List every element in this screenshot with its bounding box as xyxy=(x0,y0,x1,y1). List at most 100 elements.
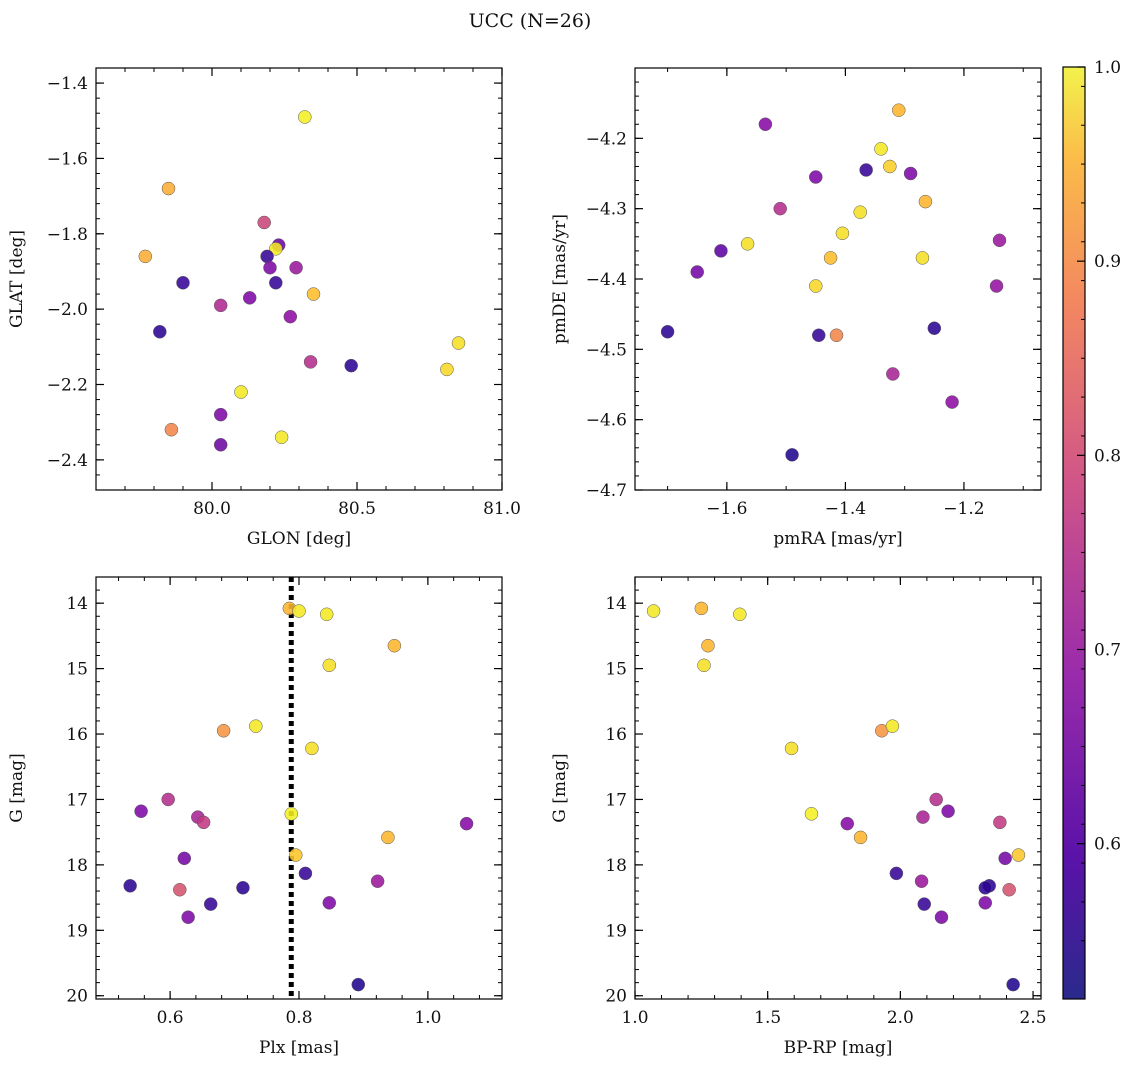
scatter-point xyxy=(989,279,1004,293)
scatter-point xyxy=(809,279,823,293)
scatter-point xyxy=(804,807,819,821)
scatter-point xyxy=(344,358,358,373)
scatter-point xyxy=(978,881,993,895)
scatter-point xyxy=(134,804,148,818)
scatter-point xyxy=(758,117,773,132)
scatter-point xyxy=(298,866,313,881)
scatter-point xyxy=(387,638,402,653)
scatter-panel-3: 0.6 0.8 1.0 14 15 16 17 18 19 20 Plx [mas] G [mag] xyxy=(7,576,503,1058)
scatter-point xyxy=(915,251,930,265)
scatter-point xyxy=(213,298,228,313)
y-tick-label: −4.2 xyxy=(586,129,627,149)
y-tick-label: 18 xyxy=(66,856,88,876)
scatter-point xyxy=(853,830,868,845)
scatter-point xyxy=(451,336,466,350)
scatter-point xyxy=(660,325,675,339)
y-axis-label: GLAT [deg] xyxy=(7,230,27,328)
scatter-point xyxy=(773,201,787,216)
y-tick-label: 16 xyxy=(66,725,88,745)
scatter-point xyxy=(903,166,918,181)
x-axis-label: GLON [deg] xyxy=(247,529,351,549)
axes-frame xyxy=(95,576,503,1000)
y-tick-label: −2.4 xyxy=(47,451,88,471)
scatter-panel-2: −1.6 −1.4 −1.2 −4.2 −4.3 −4.4 −4.5 −4.6 −4.7 pmRA… xyxy=(550,67,1042,549)
scatter-point xyxy=(322,896,337,910)
scatter-panel-1: 80.0 80.5 81.0 −1.4 −1.6 −1.8 −2.0 −2.2 −2.4 GLON… xyxy=(7,67,521,549)
y-tick-label: −1.6 xyxy=(47,149,88,169)
scatter-point xyxy=(213,407,228,422)
scatter-point xyxy=(1006,977,1020,992)
axes-frame xyxy=(95,67,503,491)
y-tick-label: −4.5 xyxy=(586,340,627,360)
x-axis-label: BP-RP [mag] xyxy=(784,1038,893,1058)
y-tick-label: −2.2 xyxy=(47,376,88,396)
y-tick-label: 19 xyxy=(66,921,88,941)
y-tick-label: 17 xyxy=(66,790,88,810)
scatter-point xyxy=(305,741,319,756)
scatter-point xyxy=(941,804,955,818)
axes-frame xyxy=(634,67,1042,491)
scatter-point xyxy=(714,244,728,258)
scatter-point xyxy=(701,638,715,653)
scatter-point xyxy=(234,385,248,399)
scatter-point xyxy=(319,607,334,622)
scatter-point xyxy=(874,142,888,156)
y-tick-label: 15 xyxy=(605,660,627,680)
scatter-point xyxy=(859,163,873,177)
x-tick-label: −1.6 xyxy=(706,499,747,519)
scatter-point xyxy=(322,658,337,673)
y-tick-label: 20 xyxy=(66,987,88,1007)
scatter-point xyxy=(216,724,231,738)
scatter-point xyxy=(164,422,179,437)
scatter-point xyxy=(978,896,993,910)
scatter-point xyxy=(809,170,823,184)
scatter-point xyxy=(242,291,257,305)
colorbar-tick-label: 0.7 xyxy=(1094,641,1121,661)
x-tick-label: 2.5 xyxy=(1020,1008,1047,1028)
colorbar-tick-label: 0.8 xyxy=(1094,446,1121,466)
scatter-point xyxy=(829,328,844,343)
scatter-point xyxy=(992,233,1007,248)
y-tick-label: 19 xyxy=(605,921,627,941)
scatter-point xyxy=(257,215,271,230)
y-tick-label: 17 xyxy=(605,790,627,810)
scatter-point xyxy=(176,276,190,290)
scatter-point xyxy=(916,810,930,824)
scatter-point xyxy=(289,260,303,275)
scatter-point xyxy=(370,874,385,888)
scatter-point xyxy=(161,792,175,807)
scatter-panel-4: 1.0 1.5 2.0 2.5 14 15 16 17 18 19 20 BP-RP [mag] G [… xyxy=(550,576,1047,1058)
minor-ticks xyxy=(634,576,1041,999)
scatter-point xyxy=(740,237,755,251)
scatter-point xyxy=(123,879,137,893)
scatter-point xyxy=(784,741,799,756)
minor-ticks xyxy=(635,67,1041,491)
scatter-point xyxy=(203,897,218,911)
scatter-point xyxy=(284,807,299,821)
scatter-point xyxy=(138,249,153,264)
scatter-point xyxy=(914,874,929,888)
x-tick-label: 80.0 xyxy=(193,499,231,519)
x-tick-label: 81.0 xyxy=(483,499,521,519)
scatter-point xyxy=(260,249,274,264)
y-tick-label: −2.0 xyxy=(47,300,88,320)
scatter-point xyxy=(690,265,704,279)
scatter-point xyxy=(998,851,1012,866)
scatter-point xyxy=(934,910,949,924)
scatter-points xyxy=(138,110,466,452)
x-tick-label: 1.0 xyxy=(414,1008,441,1028)
y-tick-label: 15 xyxy=(66,660,88,680)
scatter-point xyxy=(177,851,192,866)
scatter-point xyxy=(885,719,900,733)
scatter-point xyxy=(303,355,318,369)
y-tick-label: −4.6 xyxy=(586,411,627,431)
scatter-point xyxy=(161,181,176,196)
scatter-point xyxy=(929,792,943,807)
scatter-point xyxy=(283,309,298,324)
scatter-point xyxy=(811,328,826,343)
x-tick-label: −1.2 xyxy=(943,499,984,519)
scatter-point xyxy=(927,321,942,335)
scatter-point xyxy=(917,897,931,911)
colorbar-tick-label: 1.0 xyxy=(1094,58,1121,78)
